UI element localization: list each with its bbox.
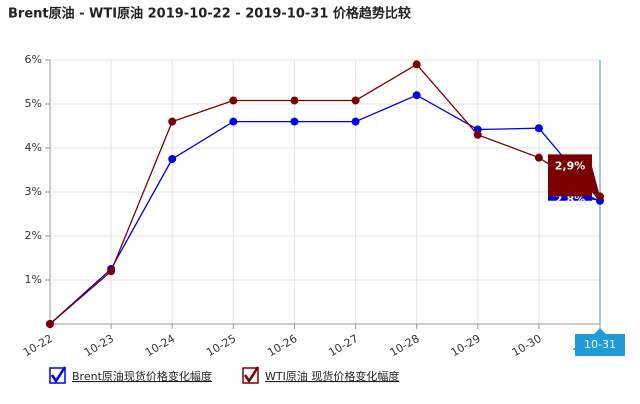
data-point xyxy=(229,96,238,105)
data-point xyxy=(473,130,482,139)
legend-label[interactable]: WTI原油 现货价格变化幅度 xyxy=(265,369,399,383)
series-line xyxy=(49,94,601,325)
x-tick-label: 10-30 xyxy=(510,332,544,359)
data-point xyxy=(290,117,299,126)
data-point xyxy=(534,124,543,133)
x-tick-label: 10-25 xyxy=(204,332,238,359)
data-point xyxy=(534,153,543,162)
data-point xyxy=(412,60,421,69)
x-tick-label: 10-22 xyxy=(21,332,55,359)
value-label-box xyxy=(548,154,600,197)
y-tick-label: 5% xyxy=(25,97,42,110)
data-point xyxy=(168,155,177,163)
x-tick-label: 10-27 xyxy=(326,332,360,359)
value-label: 2,9% xyxy=(555,159,586,172)
data-point xyxy=(229,117,238,126)
y-tick-label: 4% xyxy=(25,141,42,154)
x-tick-label: 10-26 xyxy=(265,332,299,359)
data-point xyxy=(351,96,360,105)
legend-item[interactable]: WTI原油 现货价格变化幅度 xyxy=(242,366,399,384)
series-line xyxy=(49,63,601,325)
x-tick-label: 10-23 xyxy=(82,332,116,359)
legend-label[interactable]: Brent原油现货价格变化幅度 xyxy=(72,369,212,383)
y-tick-label: 1% xyxy=(25,273,42,286)
data-point xyxy=(351,117,360,126)
legend-item[interactable]: Brent原油现货价格变化幅度 xyxy=(49,366,212,384)
legend-check xyxy=(50,366,67,384)
x-tick-label: 10-29 xyxy=(449,332,483,359)
y-tick-label: 3% xyxy=(25,185,42,198)
chart-title: Brent原油 - WTI原油 2019-10-22 - 2019-10-31 … xyxy=(8,6,411,22)
legend-check xyxy=(243,366,260,384)
crosshair-label: 10-31 xyxy=(584,338,616,351)
y-tick-label: 2% xyxy=(25,229,42,242)
x-tick-label: 10-28 xyxy=(387,332,421,359)
data-point xyxy=(46,320,54,328)
data-point xyxy=(168,117,177,126)
data-point xyxy=(107,267,116,276)
data-point xyxy=(412,91,421,100)
x-tick-label: 10-24 xyxy=(143,332,177,359)
y-tick-label: 6% xyxy=(25,53,42,66)
crosshair-label-box xyxy=(575,328,625,356)
data-point xyxy=(290,96,299,105)
